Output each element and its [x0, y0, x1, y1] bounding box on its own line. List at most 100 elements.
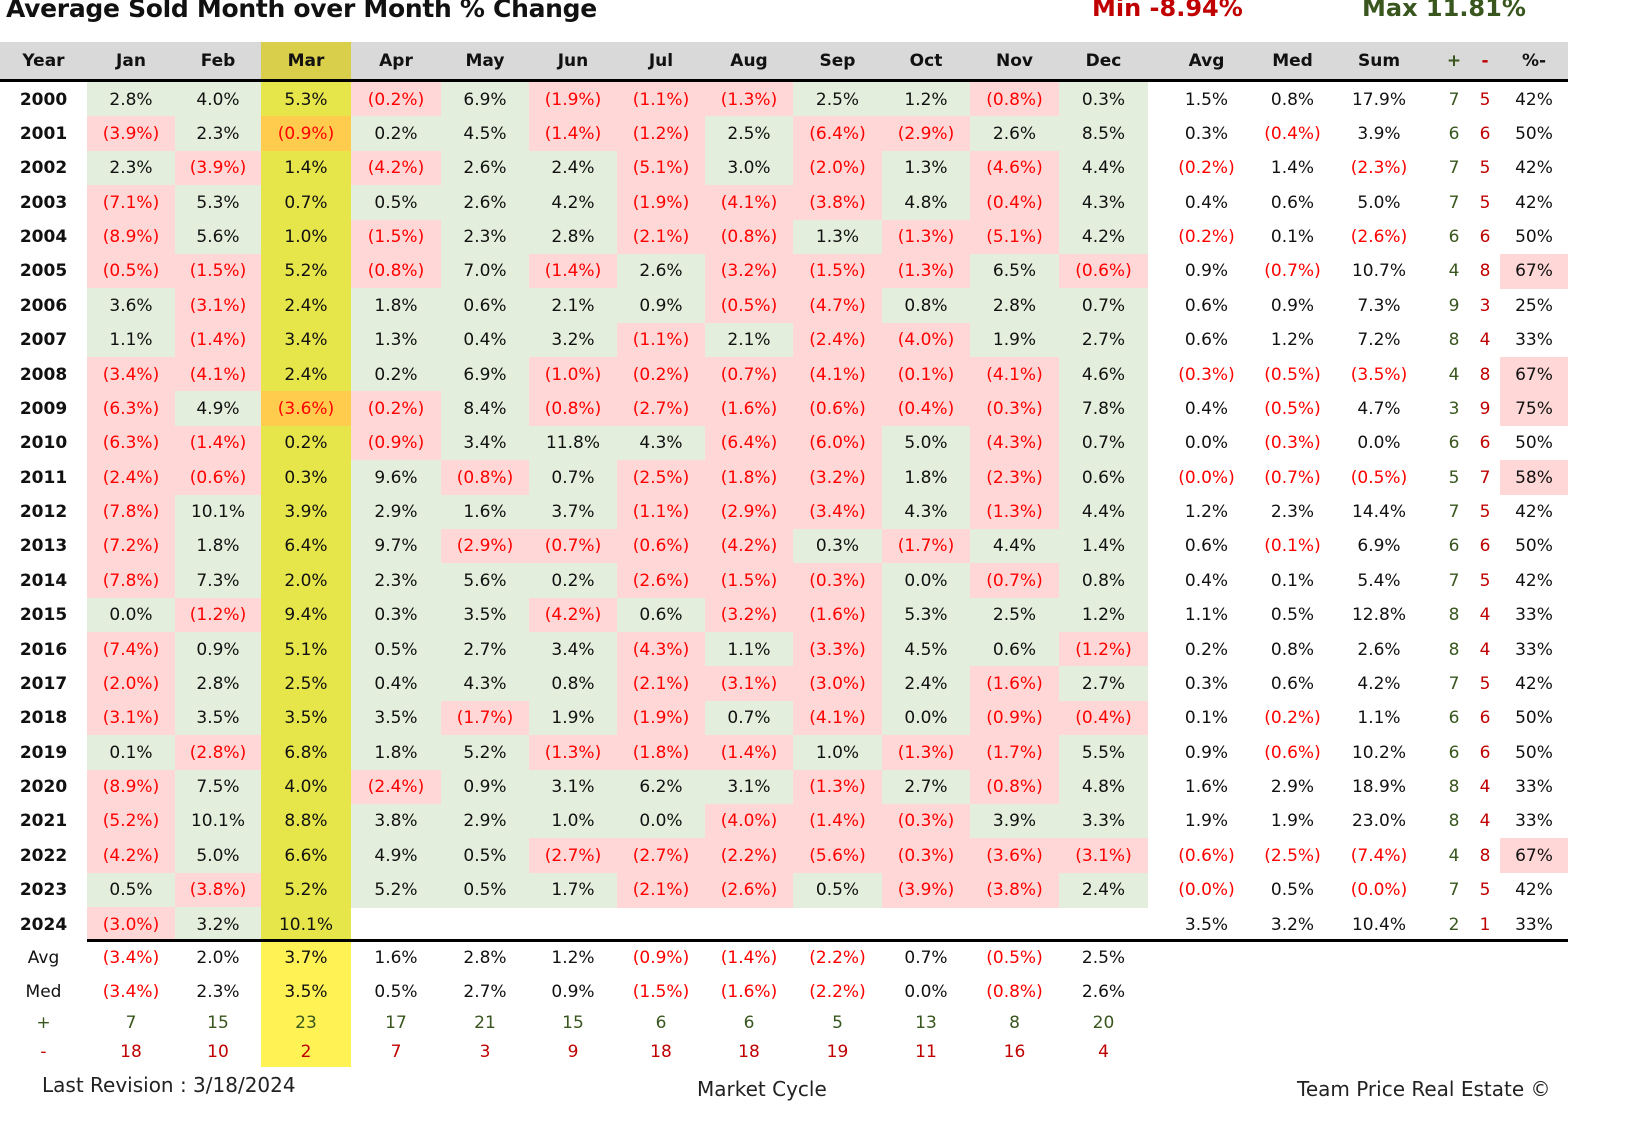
table-cell: 7.3%: [175, 563, 261, 599]
table-cell: (3.8%): [970, 872, 1059, 908]
table-cell: 11.8%: [529, 425, 617, 461]
summary-cell: 17: [385, 1013, 407, 1033]
table-cell: (1.1%): [617, 82, 705, 117]
table-cell: (2.9%): [882, 116, 970, 152]
table-cell: (1.4%): [529, 116, 617, 152]
table-cell: 1.5%: [1184, 89, 1229, 110]
table-cell: 33%: [1515, 777, 1553, 797]
table-cell: 1.9%: [529, 700, 617, 736]
table-cell: (0.6%): [1059, 253, 1148, 289]
summary-cell: 7: [125, 1013, 137, 1033]
table-cell: (2.1%): [617, 219, 705, 255]
table-cell: 6: [1448, 708, 1460, 729]
year-label: 2008: [19, 364, 68, 385]
table-cell: 1.8%: [175, 528, 261, 564]
table-cell: 6: [1479, 227, 1491, 247]
table-cell: (1.3%): [882, 253, 970, 289]
table-cell: (7.4%): [1350, 845, 1408, 866]
table-cell: 7: [1448, 89, 1460, 110]
table-cell: 0.5%: [1270, 605, 1315, 626]
table-cell: (1.5%): [175, 253, 261, 289]
table-cell: 5: [1479, 89, 1491, 110]
table-cell: 1.9%: [970, 322, 1059, 358]
table-cell: (0.7%): [970, 563, 1059, 599]
table-cell: 3.0%: [705, 150, 793, 186]
table-cell: 67%: [1500, 253, 1568, 289]
table-cell: 2.8%: [175, 666, 261, 702]
table-cell: (0.8%): [441, 460, 529, 496]
table-cell: (4.2%): [529, 597, 617, 633]
table-cell: (3.1%): [175, 288, 261, 324]
table-cell: 5.2%: [261, 872, 351, 908]
table-cell: 8: [1479, 364, 1491, 385]
table-cell: 0.0%: [882, 700, 970, 736]
table-cell: (6.4%): [793, 116, 882, 152]
column-header-may: May: [465, 51, 505, 71]
table-cell: 2.7%: [1059, 666, 1148, 702]
table-cell: 5.1%: [261, 632, 351, 667]
table-cell: 0.0%: [1357, 433, 1401, 454]
table-cell: 7: [1479, 467, 1491, 488]
table-cell: 4: [1479, 605, 1491, 626]
table-cell: (2.6%): [1350, 227, 1408, 247]
table-cell: (0.6%): [1178, 845, 1235, 866]
year-label: 2012: [19, 502, 68, 522]
min-value: Min -8.94%: [1092, 0, 1243, 22]
table-cell: 33%: [1515, 811, 1553, 832]
table-cell: 5.6%: [441, 563, 529, 599]
table-cell: 5: [1479, 502, 1491, 522]
table-cell: 0.5%: [441, 872, 529, 908]
summary-cell: 3.7%: [261, 941, 351, 975]
table-cell: (3.4%): [793, 494, 882, 530]
footer-copyright: Team Price Real Estate ©: [1297, 1077, 1551, 1101]
table-cell: (2.1%): [617, 872, 705, 908]
table-cell: 0.9%: [1184, 261, 1229, 282]
table-cell: 67%: [1500, 838, 1568, 874]
table-cell: 7: [1448, 502, 1460, 522]
table-cell: 4.9%: [351, 838, 441, 874]
table-cell: (1.6%): [793, 597, 882, 633]
table-cell: 42%: [1515, 880, 1553, 901]
summary-cell: 2.5%: [1081, 948, 1126, 968]
table-cell: (4.0%): [705, 803, 793, 839]
table-cell: (1.0%): [529, 357, 617, 392]
table-cell: 5.0%: [1357, 192, 1401, 213]
table-cell: 9: [1448, 295, 1460, 316]
summary-cell: 0.9%: [551, 982, 595, 1002]
table-cell: 0.1%: [1270, 227, 1315, 247]
table-cell: 0.3%: [1184, 673, 1229, 694]
table-cell: 5.2%: [351, 872, 441, 908]
table-cell: 6: [1479, 708, 1491, 729]
table-cell: 0.6%: [1059, 460, 1148, 496]
table-cell: 4: [1479, 639, 1491, 660]
table-cell: (0.9%): [261, 116, 351, 152]
table-cell: (1.2%): [617, 116, 705, 152]
table-cell: 2.4%: [882, 666, 970, 702]
table-cell: 2.6%: [1357, 639, 1401, 660]
table-cell: 0.0%: [87, 597, 175, 633]
table-cell: (0.8%): [529, 391, 617, 427]
table-cell: 10.1%: [175, 494, 261, 530]
table-cell: 2.1%: [529, 288, 617, 324]
summary-cell: 0.0%: [904, 982, 948, 1002]
summary-cell: 2.7%: [463, 982, 507, 1002]
table-cell: [793, 907, 882, 942]
table-cell: (3.2%): [793, 460, 882, 496]
table-cell: 0.7%: [529, 460, 617, 496]
table-cell: 1.0%: [793, 735, 882, 771]
table-cell: 0.6%: [617, 597, 705, 633]
table-cell: 6: [1448, 742, 1460, 763]
table-cell: 2.6%: [441, 185, 529, 221]
table-cell: (2.7%): [617, 838, 705, 874]
table-cell: (5.6%): [793, 838, 882, 874]
table-cell: 1.4%: [1059, 528, 1148, 564]
table-cell: (7.2%): [87, 528, 175, 564]
table-cell: 0.5%: [1270, 880, 1315, 901]
table-cell: 4.6%: [1059, 357, 1148, 392]
table-cell: 3: [1448, 398, 1460, 419]
table-cell: (5.2%): [87, 803, 175, 839]
table-cell: 1.3%: [882, 150, 970, 186]
table-cell: 6: [1479, 742, 1491, 763]
table-cell: 0.9%: [617, 288, 705, 324]
table-cell: 3.9%: [261, 494, 351, 530]
